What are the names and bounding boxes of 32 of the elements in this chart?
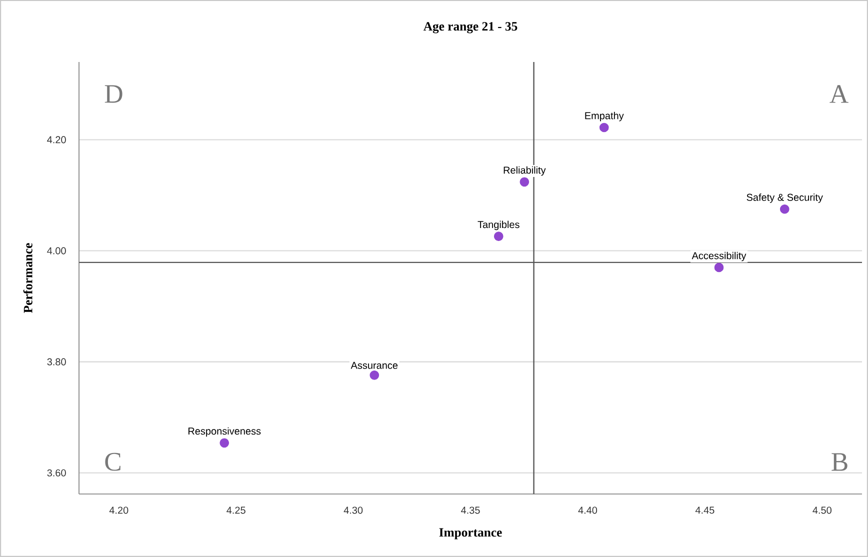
y-tick-label: 3.80: [47, 358, 66, 366]
chart-title: Age range 21 - 35: [423, 22, 518, 34]
x-tick-label: 4.25: [226, 506, 246, 514]
x-axis-title: Importance: [439, 528, 502, 540]
series-label: Reliability: [504, 166, 546, 176]
series-label: Empathy: [585, 112, 624, 122]
x-tick-label: 4.35: [461, 506, 480, 514]
x-tick-label: 4.50: [812, 506, 832, 514]
annotation: C: [105, 452, 120, 471]
x-tick-label: 4.30: [344, 506, 363, 514]
annotation: B: [832, 453, 848, 471]
series-label: Safety & Security: [746, 194, 823, 203]
point: [494, 232, 504, 242]
point: [220, 438, 230, 448]
y-tick-label: 4.20: [47, 136, 66, 144]
point: [599, 122, 609, 132]
y-axis-title: Performance: [23, 243, 32, 313]
x-tick-label: 4.40: [578, 506, 598, 514]
y-tick-label: 3.60: [47, 469, 66, 476]
series-label: Tangibles: [478, 220, 520, 230]
point: [520, 177, 530, 187]
x-tick-label: 4.45: [695, 506, 714, 514]
point: [780, 204, 790, 214]
series-label: Assurance: [350, 362, 398, 369]
series-label: Responsiveness: [188, 427, 261, 437]
x-tick-label: 4.20: [109, 506, 128, 514]
series-label: Accessibility: [692, 252, 746, 262]
annotation: D: [104, 85, 122, 103]
annotation: A: [830, 85, 848, 103]
point: [714, 262, 724, 272]
point: [370, 370, 380, 380]
y-tick-label: 4.00: [47, 247, 66, 254]
